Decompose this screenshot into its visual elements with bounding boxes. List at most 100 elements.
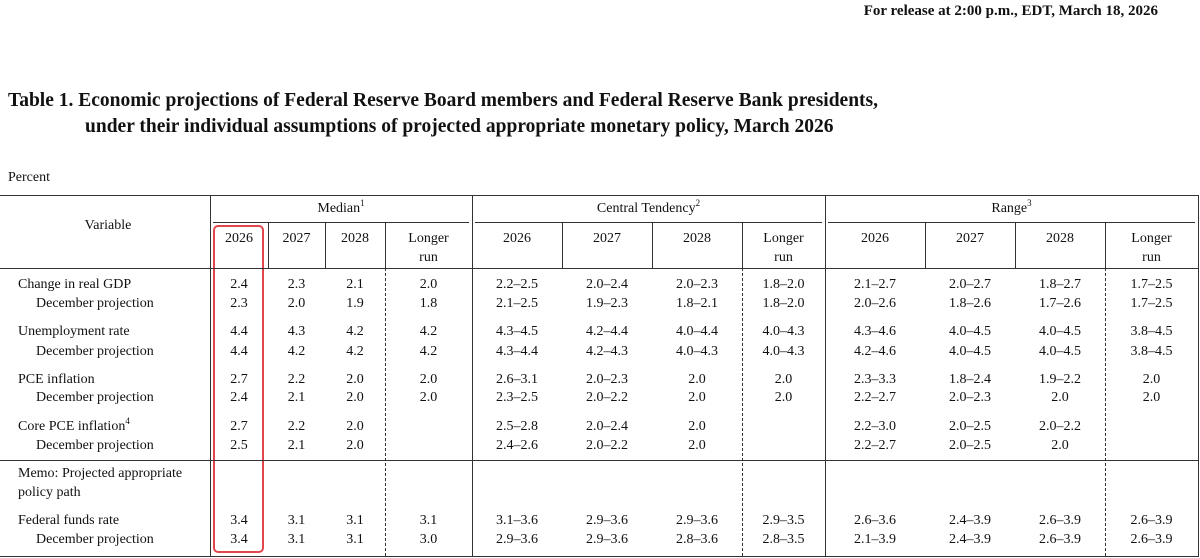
column-header: 2028 <box>341 231 369 246</box>
cell-value: 1.9–2.3 <box>586 296 628 311</box>
column-header: 2027 <box>282 231 311 246</box>
column-header: 2026 <box>503 231 531 246</box>
cell-value: 2.4 <box>230 277 248 292</box>
cell-value: 2.4–3.9 <box>949 513 991 528</box>
column-header: Longer run <box>1131 231 1172 265</box>
row-label-text: PCE inflation <box>18 372 95 387</box>
cell-value: 2.0–2.2 <box>586 438 628 453</box>
rule <box>213 222 469 223</box>
cell-value: 2.1 <box>287 390 306 405</box>
cell-value: 3.1 <box>346 532 364 547</box>
cell-value: 2.0–2.2 <box>586 390 628 405</box>
cell-value: 2.0 <box>688 372 706 387</box>
rule <box>475 222 822 223</box>
cell-value: 4.3–4.6 <box>854 324 896 339</box>
cell-value: 2.0–2.5 <box>949 419 991 434</box>
cell-value: 2.0–2.3 <box>949 390 991 405</box>
cell-value: 2.6–3.6 <box>854 513 896 528</box>
rule <box>825 195 826 557</box>
rule <box>472 195 473 557</box>
row-label: Federal funds rate <box>18 511 119 530</box>
cell-value: 2.0 <box>346 372 364 387</box>
cell-value: 2.6–3.1 <box>496 372 538 387</box>
rule <box>325 222 326 268</box>
cell-value: 2.9–3.6 <box>586 532 628 547</box>
row-label: PCE inflation <box>18 370 95 389</box>
cell-value: 4.2 <box>287 344 306 359</box>
column-header: Longer run <box>763 231 804 265</box>
rule <box>1015 222 1016 268</box>
cell-value: 2.4–2.6 <box>496 438 538 453</box>
cell-value: 4.0–4.5 <box>949 324 991 339</box>
cell-value: 4.0–4.4 <box>676 324 718 339</box>
rule <box>1105 222 1106 268</box>
row-label-text: December projection <box>36 344 154 359</box>
cell-value: 2.9–3.6 <box>586 513 628 528</box>
cell-value: 4.2–4.3 <box>586 344 628 359</box>
cell-value: 2.5 <box>230 438 248 453</box>
cell-value: 2.8–3.6 <box>676 532 718 547</box>
cell-value: 2.0 <box>1051 438 1069 453</box>
cell-value: 2.0 <box>419 372 438 387</box>
cell-value: 4.0–4.3 <box>676 344 718 359</box>
row-label: December projection <box>36 342 154 361</box>
cell-value: 3.8–4.5 <box>1130 324 1173 339</box>
cell-value: 2.6–3.9 <box>1039 513 1081 528</box>
cell-value: 4.4 <box>230 324 248 339</box>
rule <box>742 222 743 268</box>
cell-value: 2.0 <box>346 390 364 405</box>
cell-value: 2.0 <box>1051 390 1069 405</box>
rule <box>742 268 743 556</box>
cell-value: 2.2 <box>287 372 306 387</box>
cell-value: 2.9–3.6 <box>496 532 538 547</box>
cell-value: 2.0 <box>774 372 793 387</box>
row-label-text: Unemployment rate <box>18 324 130 339</box>
cell-value: 4.0–4.5 <box>949 344 991 359</box>
cell-value: 4.3–4.5 <box>496 324 538 339</box>
cell-value: 2.1–3.9 <box>854 532 896 547</box>
cell-value: 2.0 <box>419 390 438 405</box>
column-header: 2028 <box>683 231 711 246</box>
cell-value: 2.6–3.9 <box>1130 532 1173 547</box>
cell-value: 2.0–2.3 <box>586 372 628 387</box>
rule <box>0 195 1198 196</box>
cell-value: 1.8–2.0 <box>762 296 805 311</box>
cell-value: 2.6–3.9 <box>1130 513 1173 528</box>
cell-value: 2.0 <box>688 419 706 434</box>
cell-value: 2.0 <box>1142 372 1161 387</box>
rule <box>1198 195 1199 557</box>
row-label: Change in real GDP <box>18 275 131 294</box>
cell-value: 2.2–2.7 <box>854 438 896 453</box>
cell-value: 2.0 <box>774 390 793 405</box>
row-label-text: December projection <box>36 532 154 547</box>
cell-value: 4.2–4.4 <box>586 324 628 339</box>
cell-value: 2.4 <box>230 390 248 405</box>
row-label-text: December projection <box>36 390 154 405</box>
row-label: Core PCE inflation4 <box>18 417 130 436</box>
release-note: For release at 2:00 p.m., EDT, March 18,… <box>863 3 1158 19</box>
cell-value: 2.0–2.6 <box>854 296 896 311</box>
cell-value: 2.9–3.6 <box>676 513 718 528</box>
cell-value: 2.0–2.5 <box>949 438 991 453</box>
cell-value: 2.2–3.0 <box>854 419 896 434</box>
cell-value: 2.3–2.5 <box>496 390 538 405</box>
rule <box>1105 268 1106 556</box>
cell-value: 2.2–2.5 <box>496 277 538 292</box>
cell-value: 2.8–3.5 <box>762 532 805 547</box>
footnote-mark: 1 <box>360 198 365 208</box>
cell-value: 1.9 <box>346 296 364 311</box>
rule <box>828 222 1195 223</box>
cell-value: 2.7 <box>230 372 248 387</box>
title-line: Table 1. Economic projections of Federal… <box>8 90 878 111</box>
cell-value: 4.0–4.5 <box>1039 344 1081 359</box>
cell-value: 3.1 <box>346 513 364 528</box>
cell-value: 4.2 <box>419 344 438 359</box>
cell-value: 2.1 <box>287 438 306 453</box>
cell-value: 4.0–4.3 <box>762 324 805 339</box>
group-name: Range <box>991 201 1028 216</box>
unit-label: Percent <box>8 170 50 185</box>
cell-value: 2.3–3.3 <box>854 372 896 387</box>
cell-value: 1.8–2.7 <box>1039 277 1081 292</box>
cell-value: 3.1 <box>287 532 306 547</box>
row-label: December projection <box>36 388 154 407</box>
